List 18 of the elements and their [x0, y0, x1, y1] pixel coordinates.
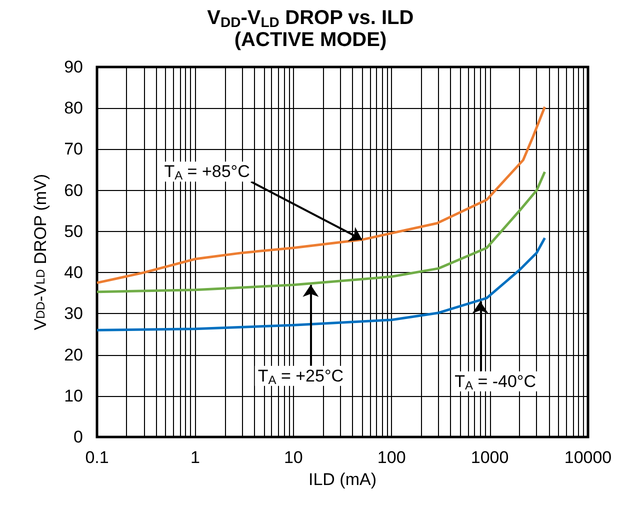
y-tick-label: 90: [64, 58, 83, 76]
x-tick-label: 10000: [564, 448, 612, 467]
y-tick-label: 60: [64, 180, 83, 200]
y-tick-label: 50: [64, 222, 83, 241]
x-tick-label: 10: [284, 448, 303, 467]
y-tick-label: 0: [74, 428, 83, 446]
y-tick-label: 70: [64, 140, 83, 159]
x-tick-label: 1: [190, 448, 200, 467]
y-tick-label: 80: [64, 98, 83, 118]
x-tick-label: 0.1: [85, 448, 109, 467]
y-tick-label: 40: [64, 263, 83, 282]
x-tick-label: 1000: [470, 448, 509, 467]
y-tick-label: 30: [64, 304, 83, 324]
y-tick-label: 10: [64, 386, 83, 406]
y-axis-title: VDD-VLD DROP (mV): [31, 174, 50, 330]
x-tick-label: 100: [377, 448, 406, 467]
x-axis-title: ILD (mA): [308, 470, 376, 489]
y-tick-label: 20: [64, 345, 83, 364]
